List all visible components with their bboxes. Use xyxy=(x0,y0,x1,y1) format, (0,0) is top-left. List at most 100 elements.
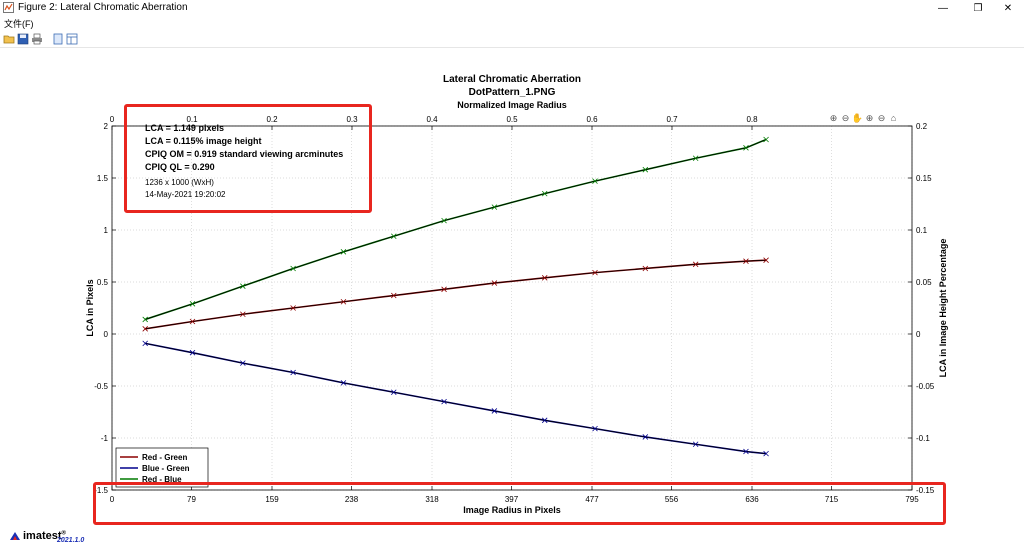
data-point xyxy=(692,261,699,268)
zoom-in-icon[interactable]: ⊕ xyxy=(829,112,838,123)
top-x-tick-label: 0.5 xyxy=(506,115,518,124)
x-tick-label: 238 xyxy=(345,495,359,504)
toolbar xyxy=(0,30,1024,48)
y2-tick-label: 0.1 xyxy=(916,226,928,235)
data-point xyxy=(743,448,749,455)
y-tick-label: 0.5 xyxy=(97,278,109,287)
y2-tick-label: 0.15 xyxy=(916,174,932,183)
data-point xyxy=(491,408,498,414)
x-tick-label: 0 xyxy=(110,495,115,504)
highlight-box-x-axis xyxy=(93,482,946,525)
fit-line-2 xyxy=(145,139,767,320)
data-point xyxy=(491,280,498,286)
minimize-button[interactable]: — xyxy=(938,2,948,14)
y2-axis-label: LCA in Image Height Percentage xyxy=(938,239,948,378)
top-x-tick-label: 0.1 xyxy=(186,115,198,124)
info-cpiq-ql: CPIQ QL = 0.290 xyxy=(145,162,215,172)
pan-icon[interactable]: ✋ xyxy=(851,112,864,123)
top-x-tick-label: 0.4 xyxy=(426,115,438,124)
matlab-figure-icon xyxy=(3,2,14,13)
data-point xyxy=(142,340,148,347)
y2-tick-label: 0 xyxy=(916,330,921,339)
y2-tick-label: 0.2 xyxy=(916,122,928,131)
y2-tick-label: -0.15 xyxy=(916,486,935,495)
legend-entry: Blue - Green xyxy=(142,464,190,473)
fit-line-0 xyxy=(145,259,767,330)
info-lca-height: LCA = 0.115% image height xyxy=(145,136,262,146)
data-point xyxy=(189,318,196,325)
data-point xyxy=(290,369,296,376)
magnify-out-icon[interactable]: ⊖ xyxy=(877,112,886,123)
top-x-axis-label: Normalized Image Radius xyxy=(457,100,567,110)
title-bar: Figure 2: Lateral Chromatic Aberration —… xyxy=(0,0,1024,16)
y-tick-label: -1.5 xyxy=(94,486,108,495)
axes-toolbar: ⊕ ⊖ ✋ ⊕ ⊖ ⌂ xyxy=(828,112,900,124)
x-tick-label: 477 xyxy=(585,495,599,504)
lca-chart[interactable]: 0 79 159 238 318 397 477 556 636 715 795 0 0.1 0.2 0.3… xyxy=(0,49,1024,551)
home-icon[interactable]: ⌂ xyxy=(890,113,897,123)
data-point xyxy=(743,145,749,151)
data-point xyxy=(592,425,598,432)
data-point xyxy=(541,417,548,424)
data-point xyxy=(743,258,749,264)
data-point xyxy=(441,286,447,293)
imatest-logo: imatest® xyxy=(9,530,66,542)
x-axis-label: Image Radius in Pixels xyxy=(463,505,561,515)
data-point xyxy=(541,275,548,281)
top-x-tick-label: 0.3 xyxy=(346,115,358,124)
menu-file[interactable]: 文件(F) xyxy=(4,19,34,29)
data-point xyxy=(390,292,397,299)
chart-title: Lateral Chromatic Aberration xyxy=(443,74,581,85)
y-tick-label: 0 xyxy=(104,330,109,339)
data-point xyxy=(290,305,296,311)
data-point xyxy=(189,301,196,307)
maximize-button[interactable]: ❐ xyxy=(973,2,983,14)
legend-entry: Red - Green xyxy=(142,453,187,462)
chart-subtitle: DotPattern_1.PNG xyxy=(469,87,556,98)
layout-icon[interactable] xyxy=(66,33,78,45)
data-point xyxy=(541,190,548,197)
close-button[interactable]: ✕ xyxy=(1003,2,1013,14)
menu-bar: 文件(F) xyxy=(0,16,1024,30)
data-point xyxy=(340,380,347,386)
imatest-version: 2021.1.0 xyxy=(57,537,85,544)
y-tick-label: 2 xyxy=(104,122,109,131)
page-icon[interactable] xyxy=(52,33,64,45)
x-tick-label: 79 xyxy=(187,495,196,504)
data-point xyxy=(642,166,649,173)
legend-entry: Red - Blue xyxy=(142,475,182,484)
x-tick-label: 159 xyxy=(265,495,279,504)
print-icon[interactable] xyxy=(31,33,43,45)
data-point xyxy=(390,389,397,396)
imatest-wordmark: imatest® xyxy=(23,530,66,542)
data-point xyxy=(290,265,296,272)
highlight-box-info xyxy=(124,104,372,213)
top-x-tick-label: 0.7 xyxy=(666,115,678,124)
y2-tick-label: -0.05 xyxy=(916,382,935,391)
y-tick-label: 1.5 xyxy=(97,174,109,183)
zoom-out-icon[interactable]: ⊖ xyxy=(841,112,850,123)
data-point xyxy=(240,360,246,366)
save-icon[interactable] xyxy=(17,33,29,45)
data-point xyxy=(592,178,598,184)
data-point xyxy=(340,298,347,305)
data-point xyxy=(240,283,246,289)
data-point xyxy=(763,136,769,143)
open-folder-icon[interactable] xyxy=(3,33,15,45)
data-point xyxy=(592,269,598,276)
fit-line-1 xyxy=(145,342,767,454)
window-title: Figure 2: Lateral Chromatic Aberration xyxy=(18,2,188,13)
data-point xyxy=(390,233,397,240)
plot-area xyxy=(112,126,912,490)
data-point xyxy=(142,326,148,332)
info-lca-pixels: LCA = 1.149 pixels xyxy=(145,123,224,133)
data-point xyxy=(642,434,649,440)
y-tick-label: -1 xyxy=(101,434,109,443)
y-tick-label: -0.5 xyxy=(94,382,108,391)
data-point xyxy=(692,441,699,448)
y-tick-label: 1 xyxy=(104,226,109,235)
imatest-logo-icon xyxy=(10,532,20,540)
data-point xyxy=(763,257,769,263)
x-tick-label: 795 xyxy=(905,495,919,504)
magnify-icon[interactable]: ⊕ xyxy=(865,112,874,123)
